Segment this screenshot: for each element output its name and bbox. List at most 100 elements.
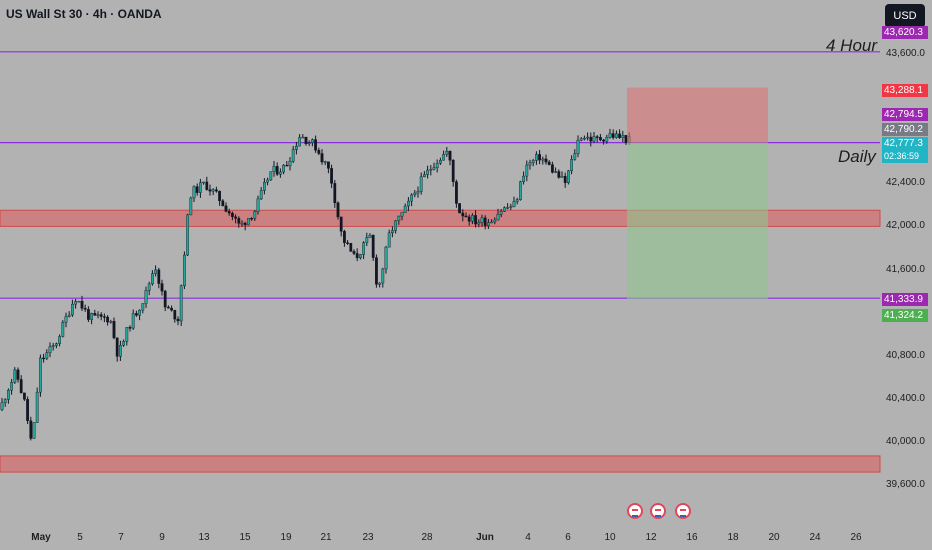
candle-bull — [496, 214, 500, 221]
bar-countdown: 02:36:59 — [884, 151, 920, 161]
candle-bull — [531, 160, 535, 163]
candle-bull — [416, 191, 420, 194]
candle-bull — [0, 402, 4, 410]
candle-bull — [288, 160, 292, 167]
candle-bear — [166, 306, 170, 309]
candle-bull — [109, 321, 113, 323]
candle-bull — [387, 232, 391, 248]
candle-bear — [483, 217, 487, 226]
candle-bear — [595, 136, 599, 138]
candle-bull — [118, 345, 122, 357]
x-axis-tick: 20 — [768, 532, 780, 543]
timeframe-label-4h: 4 Hour — [826, 36, 878, 55]
x-axis-tick: 21 — [320, 532, 332, 543]
candle-bull — [391, 230, 394, 234]
candle-bull — [55, 343, 58, 346]
price-label-level-a: 42,794.5 — [882, 108, 928, 121]
candle-bull — [266, 179, 269, 183]
candle-bear — [42, 357, 46, 360]
candle-bull — [509, 206, 513, 208]
candle-bull — [426, 169, 429, 175]
candle-bull — [263, 181, 266, 191]
candle-bull — [45, 352, 49, 359]
candle-bull — [298, 137, 301, 147]
candle-bear — [218, 190, 221, 202]
candle-bear — [221, 200, 225, 207]
us-event-icon[interactable] — [650, 503, 666, 519]
candle-bull — [35, 391, 39, 423]
symbol-title: US Wall St 30 · 4h · OANDA — [6, 7, 162, 21]
candle-bear — [602, 139, 606, 142]
price-label-take-profit: 41,324.2 — [882, 309, 928, 322]
candle-bull — [368, 234, 372, 238]
candle-bull — [442, 154, 445, 161]
candle-bull — [67, 314, 71, 317]
candle-bull — [77, 300, 81, 303]
candle-bull — [512, 201, 516, 207]
candle-bull — [608, 133, 612, 138]
candle-bull — [198, 182, 202, 193]
candle-bear — [19, 379, 23, 394]
candle-bear — [83, 308, 87, 310]
candle-bear — [346, 242, 349, 244]
candle-bear — [455, 181, 458, 204]
us-event-icon[interactable] — [675, 503, 691, 519]
candle-bull — [384, 246, 388, 270]
us-event-icon[interactable] — [627, 503, 643, 519]
candle-bull — [359, 254, 362, 259]
candle-bear — [371, 234, 375, 258]
candle-bear — [106, 316, 110, 323]
candle-bull — [381, 268, 385, 284]
candle-bear — [336, 202, 340, 218]
candle-bear — [314, 139, 317, 151]
candle-bear — [234, 216, 237, 219]
candle-bull — [515, 199, 519, 202]
candle-bear — [237, 218, 241, 224]
x-axis-tick: 13 — [198, 532, 210, 543]
candle-bear — [243, 222, 247, 226]
candle-bear — [349, 243, 353, 252]
candle-bear — [230, 212, 234, 218]
candle-bull — [307, 142, 311, 145]
candle-bear — [16, 369, 20, 380]
candle-bear — [205, 181, 209, 190]
take-profit-zone — [627, 142, 768, 300]
price-label-support: 41,333.9 — [882, 293, 928, 306]
candle-bear — [355, 253, 359, 259]
candle-bull — [541, 158, 545, 161]
candle-bull — [295, 145, 298, 150]
candle-bear — [102, 316, 106, 318]
candle-bear — [551, 164, 554, 173]
candle-bull — [256, 198, 260, 212]
candle-bear — [375, 257, 378, 285]
candle-bear — [93, 313, 97, 316]
candle-bear — [176, 318, 180, 322]
candle-bull — [525, 164, 529, 177]
candle-bear — [330, 168, 333, 184]
x-axis-tick: 6 — [565, 532, 571, 543]
candle-bear — [128, 327, 132, 329]
candle-bear — [343, 231, 346, 243]
x-axis-tick: 4 — [525, 532, 531, 543]
candle-bull — [182, 254, 186, 287]
candle-bull — [32, 422, 36, 439]
candle-bear — [170, 307, 173, 311]
candle-bear — [26, 399, 29, 421]
candle-bear — [195, 186, 199, 193]
candle-bear — [557, 171, 561, 178]
candle-bear — [448, 150, 452, 161]
candle-bear — [461, 212, 465, 217]
candle-bull — [503, 207, 506, 212]
x-axis-tick: 19 — [280, 532, 292, 543]
candle-bear — [250, 218, 253, 220]
candle-bull — [282, 164, 285, 173]
currency-button[interactable]: USD — [885, 4, 925, 28]
candle-bear — [23, 392, 26, 400]
y-axis-tick: 43,600.0 — [886, 48, 925, 59]
candle-bull — [378, 282, 381, 285]
candle-bear — [160, 283, 164, 292]
candle-bull — [246, 218, 250, 226]
x-axis-tick: 26 — [850, 532, 862, 543]
